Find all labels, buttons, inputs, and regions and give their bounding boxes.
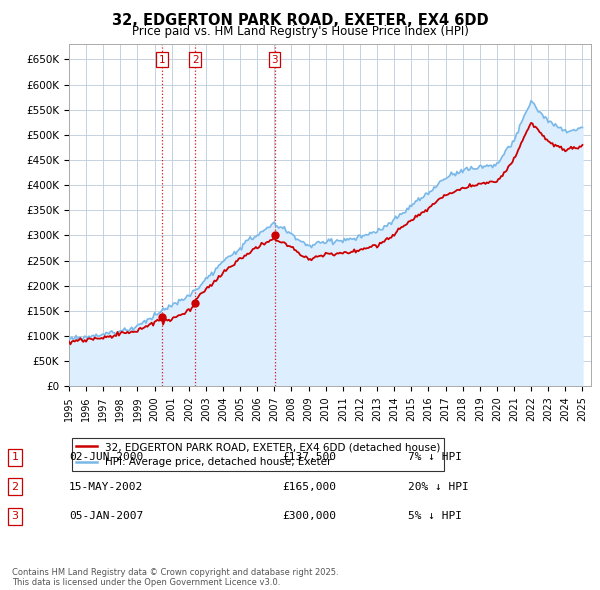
- Text: £137,500: £137,500: [282, 453, 336, 462]
- Text: 1: 1: [11, 453, 19, 462]
- Text: £300,000: £300,000: [282, 512, 336, 521]
- Text: 02-JUN-2000: 02-JUN-2000: [69, 453, 143, 462]
- Text: 5% ↓ HPI: 5% ↓ HPI: [408, 512, 462, 521]
- Text: 3: 3: [271, 55, 278, 65]
- Legend: 32, EDGERTON PARK ROAD, EXETER, EX4 6DD (detached house), HPI: Average price, de: 32, EDGERTON PARK ROAD, EXETER, EX4 6DD …: [71, 438, 445, 471]
- Text: 2: 2: [11, 482, 19, 491]
- Text: Price paid vs. HM Land Registry's House Price Index (HPI): Price paid vs. HM Land Registry's House …: [131, 25, 469, 38]
- Text: Contains HM Land Registry data © Crown copyright and database right 2025.
This d: Contains HM Land Registry data © Crown c…: [12, 568, 338, 587]
- Text: 3: 3: [11, 512, 19, 521]
- Text: £165,000: £165,000: [282, 482, 336, 491]
- Text: 15-MAY-2002: 15-MAY-2002: [69, 482, 143, 491]
- Text: 20% ↓ HPI: 20% ↓ HPI: [408, 482, 469, 491]
- Text: 32, EDGERTON PARK ROAD, EXETER, EX4 6DD: 32, EDGERTON PARK ROAD, EXETER, EX4 6DD: [112, 13, 488, 28]
- Text: 05-JAN-2007: 05-JAN-2007: [69, 512, 143, 521]
- Text: 2: 2: [192, 55, 199, 65]
- Text: 7% ↓ HPI: 7% ↓ HPI: [408, 453, 462, 462]
- Text: 1: 1: [158, 55, 165, 65]
